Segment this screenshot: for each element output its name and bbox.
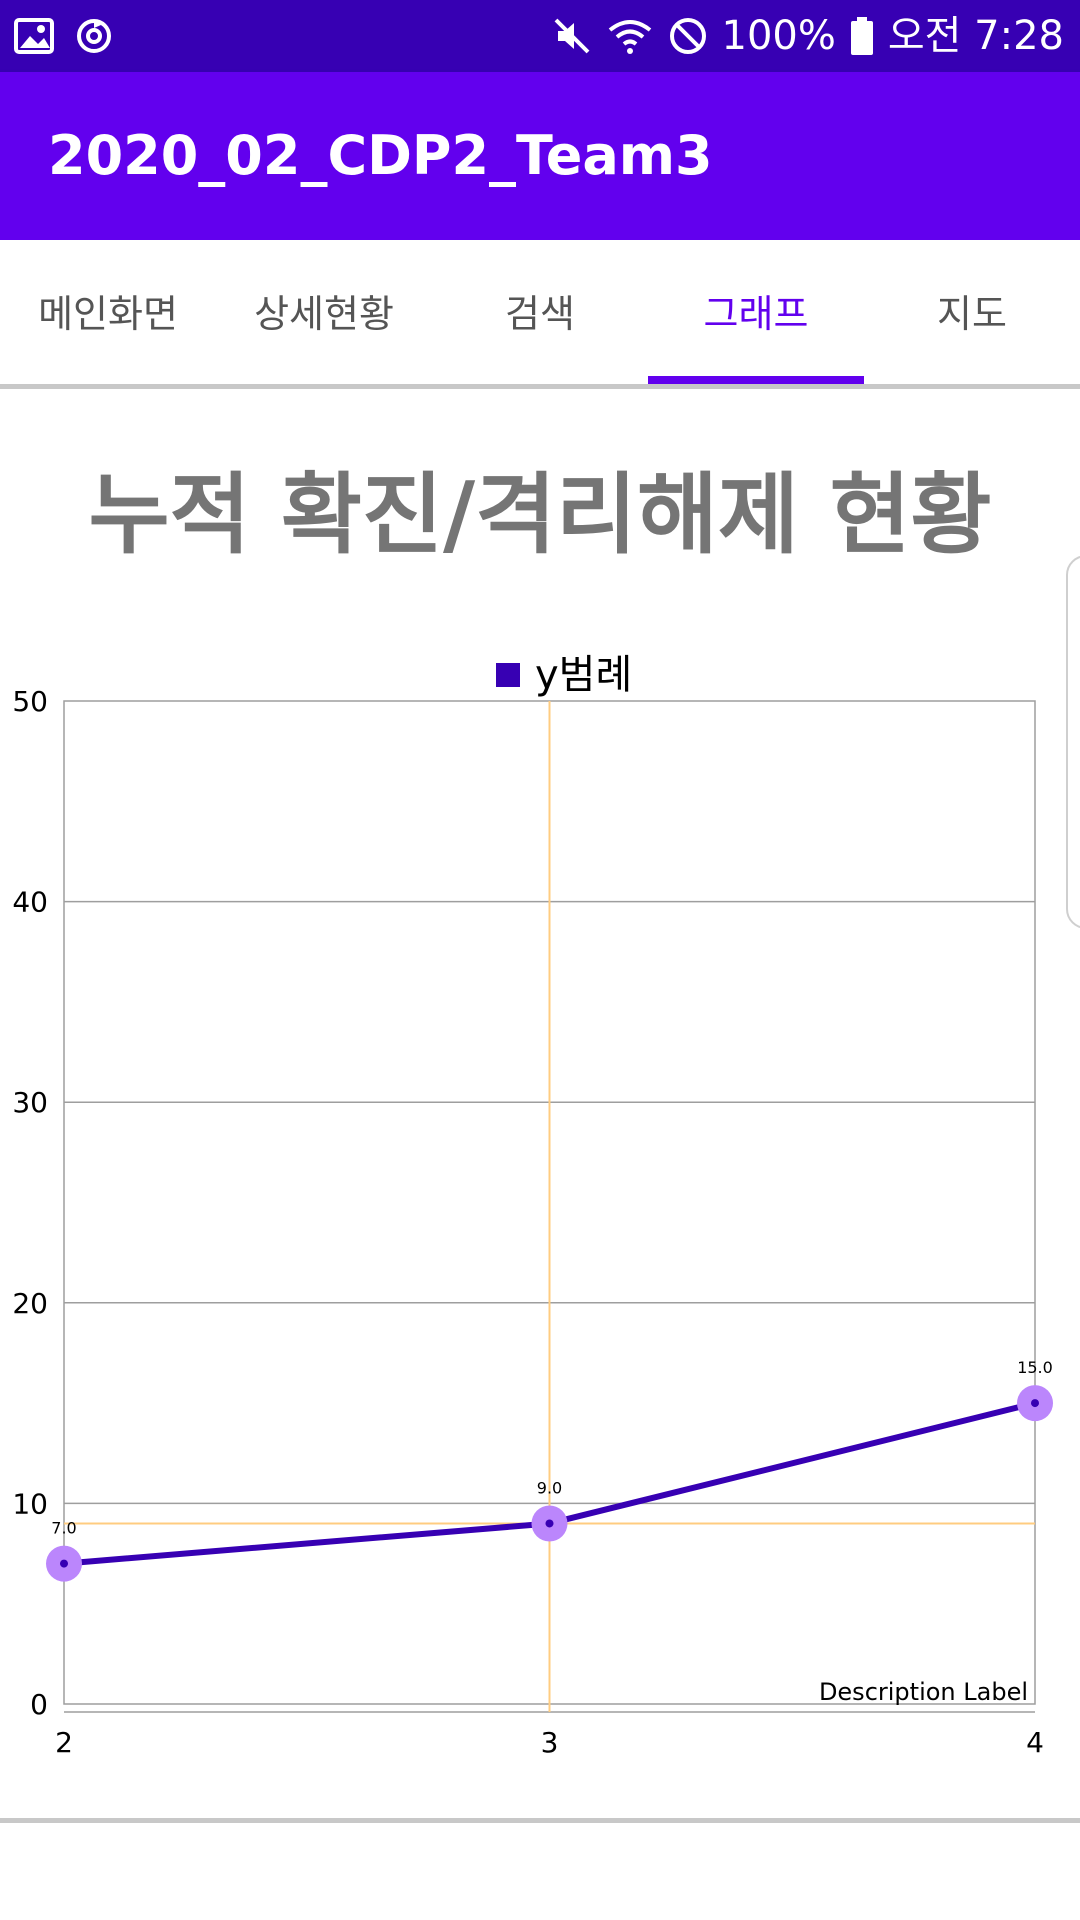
tab-graph[interactable]: 그래프: [703, 291, 809, 336]
y-tick-label: 30: [12, 1086, 48, 1119]
no-disturb-icon: [669, 18, 706, 54]
tab-map[interactable]: 지도: [937, 291, 1007, 336]
data-label: 15.0: [1017, 1358, 1053, 1377]
tab-divider: [0, 384, 1080, 389]
legend-label: y범례: [535, 652, 632, 698]
data-point-center: [60, 1559, 68, 1568]
section-title: 누적 확진/격리해제 현황: [88, 463, 992, 566]
y-tick-label: 20: [12, 1287, 48, 1320]
status-time: 오전 7:28: [887, 13, 1064, 59]
description-label: Description Label: [819, 1678, 1028, 1706]
section-divider: [0, 1818, 1080, 1823]
wifi-icon: [608, 20, 651, 54]
app-title: 2020_02_CDP2_Team3: [48, 124, 713, 187]
x-tick-label: 4: [1026, 1726, 1044, 1759]
y-tick-label: 40: [12, 886, 48, 919]
x-tick-label: 2: [55, 1726, 73, 1759]
data-point-center: [1031, 1399, 1039, 1408]
battery-icon: [850, 17, 873, 55]
sync-icon: [77, 19, 111, 53]
y-tick-label: 0: [30, 1688, 48, 1721]
line-chart[interactable]: 0 10 20 30 40 50 2 3 4 7.0 9.0 15.0 y범례 Description L…: [0, 640, 1080, 1770]
tab-main[interactable]: 메인화면: [38, 291, 178, 336]
tab-details[interactable]: 상세현황: [254, 291, 394, 336]
x-tick-label: 3: [541, 1726, 559, 1759]
data-label: 7.0: [51, 1519, 76, 1538]
legend-swatch: [496, 663, 520, 687]
app-bar: 2020_02_CDP2_Team3: [0, 72, 1080, 240]
battery-percent: 100%: [721, 13, 836, 59]
status-bar: 100% 오전 7:28: [0, 0, 1080, 72]
y-tick-label: 50: [12, 685, 48, 718]
mute-icon: [554, 18, 589, 54]
image-icon: [14, 18, 54, 54]
tab-indicator: [648, 376, 864, 384]
data-point-center: [545, 1519, 554, 1528]
tab-search[interactable]: 검색: [505, 291, 575, 336]
data-label: 9.0: [537, 1478, 562, 1497]
y-tick-label: 10: [12, 1487, 48, 1520]
tab-bar: 메인화면 상세현황 검색 그래프 지도: [0, 240, 1080, 388]
